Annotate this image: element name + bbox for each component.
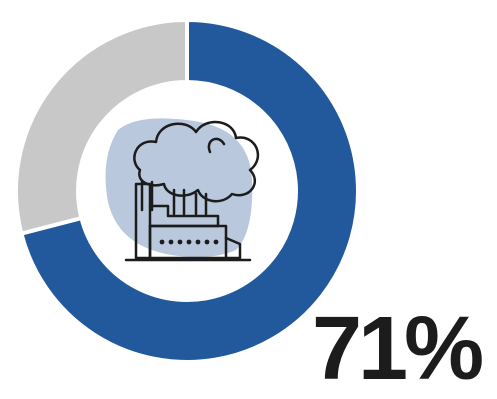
chart-container: 71%: [14, 17, 485, 399]
smoke-column-right: [194, 192, 208, 216]
donut-slice-remainder: [14, 17, 189, 236]
factory-smoke-icon: [105, 118, 260, 262]
icon-backdrop: [105, 118, 253, 258]
smoke-swirl: [207, 137, 226, 154]
smoke-cloud: [133, 120, 260, 203]
factory-annex: [224, 236, 242, 260]
smoke-column-mid: [172, 188, 186, 216]
donut-slices: [14, 17, 360, 364]
percentage-label: 71%: [312, 299, 484, 399]
factory-body: [148, 224, 228, 260]
donut-slice-primary: [18, 17, 360, 364]
donut-chart: [14, 17, 360, 364]
tall-chimney: [134, 182, 152, 260]
